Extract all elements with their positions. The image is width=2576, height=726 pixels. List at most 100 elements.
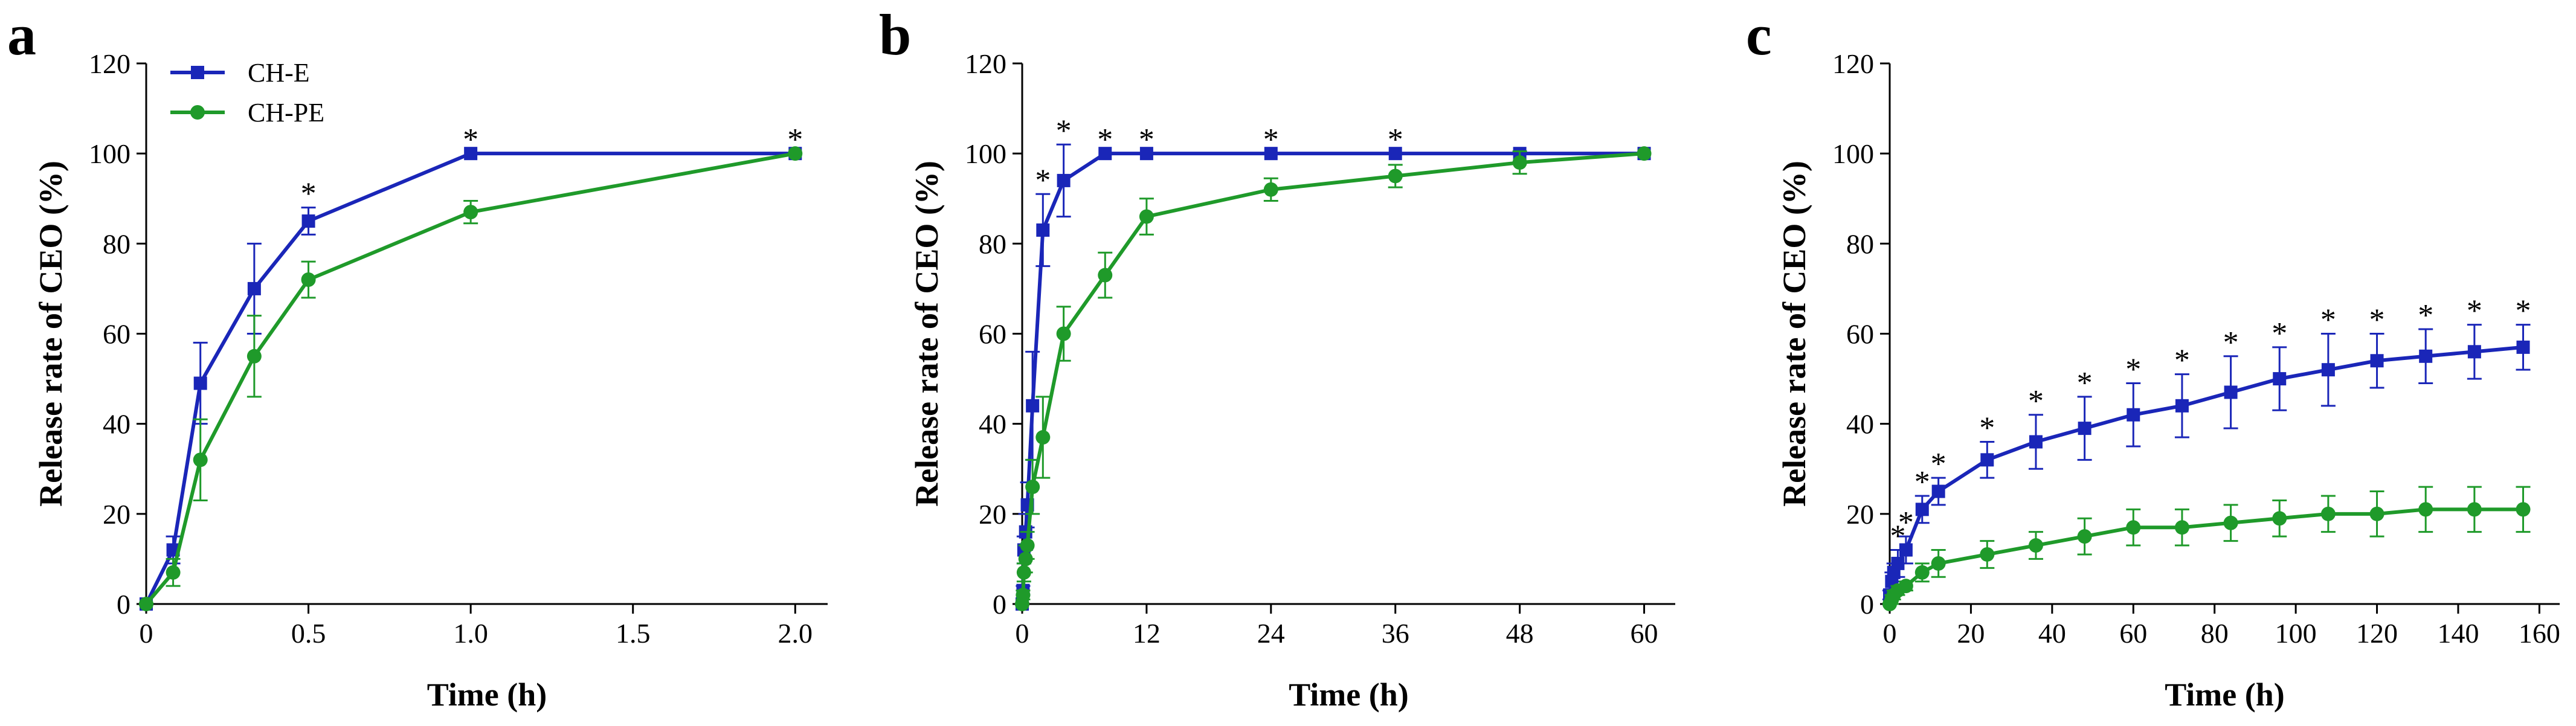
y-tick-label: 100 [89, 138, 130, 169]
panel-b: b 0 20 40 60 80 100 120 0 12 24 36 48 60 Time (h) Relea… [879, 2, 1675, 713]
x-tick-label: 140 [2437, 618, 2479, 649]
significance-star: * [2369, 303, 2385, 338]
data-point [301, 214, 315, 228]
data-point [246, 349, 262, 364]
y-tick-label: 120 [89, 48, 130, 79]
data-point [2321, 363, 2335, 377]
data-point [1263, 182, 1278, 197]
x-tick-label: 160 [2519, 618, 2560, 649]
y-tick-label: 60 [1846, 319, 1874, 350]
significance-star: * [2516, 294, 2531, 329]
x-tick-label: 80 [2201, 618, 2229, 649]
data-point [463, 205, 478, 220]
legend: CH-E CH-PE [170, 58, 324, 127]
data-point [1016, 565, 1031, 580]
data-point [301, 272, 316, 287]
data-point [1388, 169, 1403, 184]
legend-marker [190, 105, 205, 120]
significance-star: * [1056, 114, 1072, 148]
series-line [1020, 152, 1644, 605]
significance-star: * [301, 177, 317, 211]
significance-star: * [2077, 366, 2093, 400]
significance-star: * [1898, 506, 1914, 540]
data-point [2273, 372, 2287, 386]
data-point [1139, 209, 1154, 224]
panel-c: c 0 20 40 60 80 100 120 0 20 40 60 80 100 120 140 160 Tim… [1746, 2, 2560, 713]
y-tick-label: 40 [103, 409, 130, 440]
data-point [1025, 480, 1040, 495]
data-point [2370, 354, 2384, 368]
significance-star: * [2223, 326, 2239, 360]
data-point [1891, 556, 1905, 570]
significance-star: * [1979, 411, 1995, 446]
data-point [2320, 506, 2336, 521]
y-tick-label: 40 [1846, 409, 1874, 440]
series-line [1020, 152, 1644, 605]
data-point [2516, 340, 2530, 354]
y-tick-label: 80 [979, 228, 1006, 259]
data-point [1980, 453, 1994, 467]
panel-letter: a [7, 2, 36, 67]
significance-star: * [463, 123, 478, 157]
data-point [1980, 547, 1995, 562]
x-tick-label: 0 [1016, 618, 1029, 649]
data-point [2223, 515, 2238, 530]
data-point [2028, 538, 2043, 553]
significance-star: * [2125, 353, 2141, 387]
panel-a: a 0 20 40 60 80 100 120 0 0.5 1.0 1.5 2.0 Time (h) Rel… [7, 2, 828, 713]
x-tick-label: 120 [2356, 618, 2398, 649]
data-point [2467, 502, 2482, 517]
x-tick-label: 12 [1133, 618, 1161, 649]
y-axis-title: Release rate of CEO (%) [33, 161, 69, 507]
y-tick-label: 100 [1832, 138, 1874, 169]
x-tick-label: 1.5 [616, 618, 651, 649]
y-tick-label: 0 [993, 589, 1006, 620]
x-tick-label: 0 [1883, 618, 1897, 649]
x-tick-label: 0 [140, 618, 153, 649]
data-point [2174, 520, 2189, 535]
significance-star: * [1139, 123, 1154, 157]
x-axis-title: Time (h) [1289, 676, 1409, 713]
x-tick-label: 48 [1506, 618, 1534, 649]
data-point [2126, 520, 2141, 535]
data-point [2419, 349, 2433, 363]
series-ch-e: ** * * * * [1016, 114, 1651, 611]
data-point [1264, 147, 1278, 161]
x-axis-title: Time (h) [427, 676, 547, 713]
data-point [247, 281, 261, 295]
data-point [1899, 543, 1913, 557]
y-tick-label: 0 [117, 589, 130, 620]
x-axis-title: Time (h) [2165, 676, 2285, 713]
data-point [464, 147, 478, 161]
significance-star: * [1263, 123, 1279, 157]
y-tick-label: 0 [1860, 589, 1874, 620]
y-tick-label: 20 [1846, 499, 1874, 530]
data-point [1035, 430, 1051, 445]
data-point [2369, 506, 2384, 521]
data-point [193, 376, 207, 390]
data-point [1057, 173, 1071, 187]
x-tick-label: 24 [1257, 618, 1285, 649]
significance-star: * [2320, 303, 2336, 338]
data-point [2418, 502, 2433, 517]
significance-star: * [2028, 384, 2044, 419]
data-point [2272, 511, 2287, 526]
data-point [166, 565, 181, 580]
series-ch-pe [1882, 486, 2531, 611]
x-tick-label: 40 [2038, 618, 2066, 649]
x-tick-label: 20 [1957, 618, 1985, 649]
series-ch-e: ******* * ** * * * * * * [1882, 294, 2531, 602]
data-point [2078, 422, 2091, 435]
data-point [1026, 399, 1040, 413]
y-tick-label: 100 [965, 138, 1006, 169]
series-ch-pe [139, 146, 803, 611]
data-point [1036, 223, 1050, 237]
panel-letter: c [1746, 2, 1772, 67]
x-tick-label: 100 [2275, 618, 2317, 649]
significance-star: * [2174, 344, 2190, 378]
series-ch-pe [1015, 146, 1652, 611]
data-point [1056, 326, 1071, 341]
y-tick-label: 40 [979, 409, 1006, 440]
data-point [2175, 399, 2189, 413]
